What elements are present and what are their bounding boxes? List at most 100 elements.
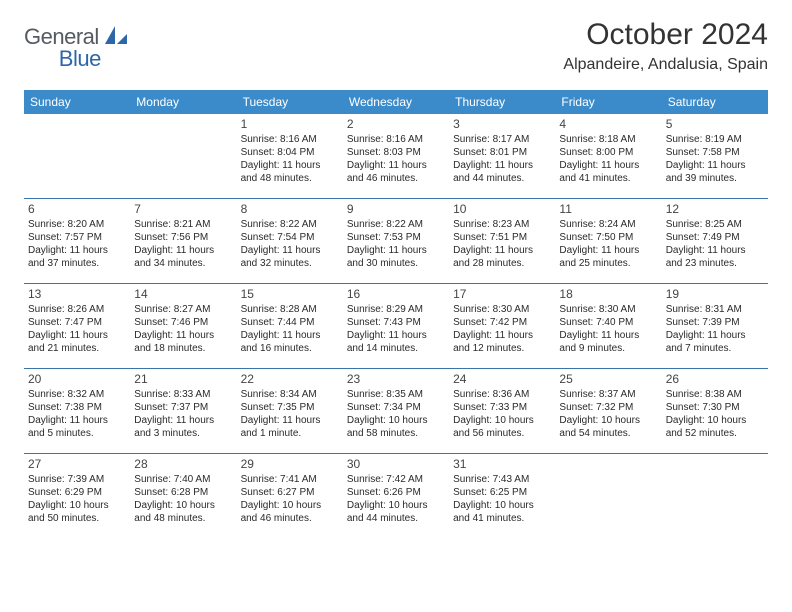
sunrise-line: Sunrise: 8:22 AM: [347, 219, 445, 232]
day-cell: 2Sunrise: 8:16 AMSunset: 8:03 PMDaylight…: [343, 114, 449, 198]
day-cell: 4Sunrise: 8:18 AMSunset: 8:00 PMDaylight…: [555, 114, 661, 198]
daylight-line: Daylight: 10 hours: [241, 500, 339, 513]
day-cell: 26Sunrise: 8:38 AMSunset: 7:30 PMDayligh…: [662, 369, 768, 453]
daylight-line: Daylight: 11 hours: [453, 245, 551, 258]
day-number: 6: [28, 202, 126, 217]
sunset-line: Sunset: 6:26 PM: [347, 487, 445, 500]
sunrise-line: Sunrise: 8:37 AM: [559, 389, 657, 402]
day-cell: 30Sunrise: 7:42 AMSunset: 6:26 PMDayligh…: [343, 454, 449, 538]
sunrise-line: Sunrise: 8:19 AM: [666, 134, 764, 147]
day-header-friday: Friday: [555, 90, 661, 114]
day-number: 24: [453, 372, 551, 387]
daylight-line: and 5 minutes.: [28, 428, 126, 441]
day-cell: 28Sunrise: 7:40 AMSunset: 6:28 PMDayligh…: [130, 454, 236, 538]
sunrise-line: Sunrise: 8:24 AM: [559, 219, 657, 232]
day-number: 16: [347, 287, 445, 302]
sunset-line: Sunset: 7:43 PM: [347, 317, 445, 330]
title-block: October 2024 Alpandeire, Andalusia, Spai…: [563, 18, 768, 74]
sunset-line: Sunset: 7:35 PM: [241, 402, 339, 415]
day-cell: 24Sunrise: 8:36 AMSunset: 7:33 PMDayligh…: [449, 369, 555, 453]
day-header-thursday: Thursday: [449, 90, 555, 114]
daylight-line: and 12 minutes.: [453, 343, 551, 356]
sunrise-line: Sunrise: 8:17 AM: [453, 134, 551, 147]
daylight-line: and 44 minutes.: [347, 513, 445, 526]
day-number: 29: [241, 457, 339, 472]
day-cell: 6Sunrise: 8:20 AMSunset: 7:57 PMDaylight…: [24, 199, 130, 283]
day-cell: 8Sunrise: 8:22 AMSunset: 7:54 PMDaylight…: [237, 199, 343, 283]
location-label: Alpandeire, Andalusia, Spain: [563, 56, 768, 74]
day-number: 17: [453, 287, 551, 302]
day-number: 3: [453, 117, 551, 132]
daylight-line: Daylight: 11 hours: [241, 415, 339, 428]
daylight-line: and 28 minutes.: [453, 258, 551, 271]
day-cell: 22Sunrise: 8:34 AMSunset: 7:35 PMDayligh…: [237, 369, 343, 453]
empty-cell: [662, 454, 768, 538]
sunset-line: Sunset: 7:39 PM: [666, 317, 764, 330]
daylight-line: Daylight: 11 hours: [347, 245, 445, 258]
daylight-line: and 50 minutes.: [28, 513, 126, 526]
day-number: 5: [666, 117, 764, 132]
day-cell: 27Sunrise: 7:39 AMSunset: 6:29 PMDayligh…: [24, 454, 130, 538]
sunset-line: Sunset: 7:33 PM: [453, 402, 551, 415]
day-number: 15: [241, 287, 339, 302]
sunset-line: Sunset: 7:51 PM: [453, 232, 551, 245]
daylight-line: Daylight: 10 hours: [559, 415, 657, 428]
sunrise-line: Sunrise: 8:28 AM: [241, 304, 339, 317]
day-number: 27: [28, 457, 126, 472]
daylight-line: Daylight: 11 hours: [559, 160, 657, 173]
daylight-line: and 41 minutes.: [453, 513, 551, 526]
day-header-sunday: Sunday: [24, 90, 130, 114]
sunset-line: Sunset: 6:25 PM: [453, 487, 551, 500]
sunset-line: Sunset: 7:32 PM: [559, 402, 657, 415]
day-cell: 18Sunrise: 8:30 AMSunset: 7:40 PMDayligh…: [555, 284, 661, 368]
daylight-line: and 1 minute.: [241, 428, 339, 441]
daylight-line: and 54 minutes.: [559, 428, 657, 441]
day-cell: 20Sunrise: 8:32 AMSunset: 7:38 PMDayligh…: [24, 369, 130, 453]
day-number: 10: [453, 202, 551, 217]
day-number: 7: [134, 202, 232, 217]
page-root: General October 2024 Alpandeire, Andalus…: [0, 0, 792, 538]
sunset-line: Sunset: 7:37 PM: [134, 402, 232, 415]
sunset-line: Sunset: 7:30 PM: [666, 402, 764, 415]
sail-icon: [105, 26, 127, 49]
daylight-line: Daylight: 11 hours: [28, 415, 126, 428]
week-row: 13Sunrise: 8:26 AMSunset: 7:47 PMDayligh…: [24, 284, 768, 369]
day-number: 19: [666, 287, 764, 302]
week-row: 1Sunrise: 8:16 AMSunset: 8:04 PMDaylight…: [24, 114, 768, 199]
sunset-line: Sunset: 7:38 PM: [28, 402, 126, 415]
daylight-line: and 9 minutes.: [559, 343, 657, 356]
sunset-line: Sunset: 7:53 PM: [347, 232, 445, 245]
daylight-line: Daylight: 11 hours: [134, 245, 232, 258]
daylight-line: Daylight: 11 hours: [28, 330, 126, 343]
daylight-line: Daylight: 11 hours: [241, 330, 339, 343]
empty-cell: [24, 114, 130, 198]
day-cell: 12Sunrise: 8:25 AMSunset: 7:49 PMDayligh…: [662, 199, 768, 283]
sunrise-line: Sunrise: 8:23 AM: [453, 219, 551, 232]
sunrise-line: Sunrise: 8:16 AM: [347, 134, 445, 147]
sunset-line: Sunset: 7:44 PM: [241, 317, 339, 330]
day-cell: 19Sunrise: 8:31 AMSunset: 7:39 PMDayligh…: [662, 284, 768, 368]
daylight-line: and 14 minutes.: [347, 343, 445, 356]
day-number: 14: [134, 287, 232, 302]
daylight-line: and 32 minutes.: [241, 258, 339, 271]
day-cell: 14Sunrise: 8:27 AMSunset: 7:46 PMDayligh…: [130, 284, 236, 368]
day-number: 31: [453, 457, 551, 472]
daylight-line: Daylight: 10 hours: [666, 415, 764, 428]
logo-text-blue: Blue: [59, 46, 101, 72]
sunset-line: Sunset: 8:04 PM: [241, 147, 339, 160]
daylight-line: Daylight: 10 hours: [453, 415, 551, 428]
sunset-line: Sunset: 8:01 PM: [453, 147, 551, 160]
day-cell: 3Sunrise: 8:17 AMSunset: 8:01 PMDaylight…: [449, 114, 555, 198]
day-number: 30: [347, 457, 445, 472]
sunrise-line: Sunrise: 7:39 AM: [28, 474, 126, 487]
page-title: October 2024: [563, 18, 768, 52]
sunset-line: Sunset: 7:50 PM: [559, 232, 657, 245]
day-number: 26: [666, 372, 764, 387]
daylight-line: Daylight: 10 hours: [134, 500, 232, 513]
daylight-line: and 56 minutes.: [453, 428, 551, 441]
daylight-line: and 16 minutes.: [241, 343, 339, 356]
day-number: 22: [241, 372, 339, 387]
daylight-line: and 58 minutes.: [347, 428, 445, 441]
day-number: 21: [134, 372, 232, 387]
daylight-line: and 48 minutes.: [241, 173, 339, 186]
